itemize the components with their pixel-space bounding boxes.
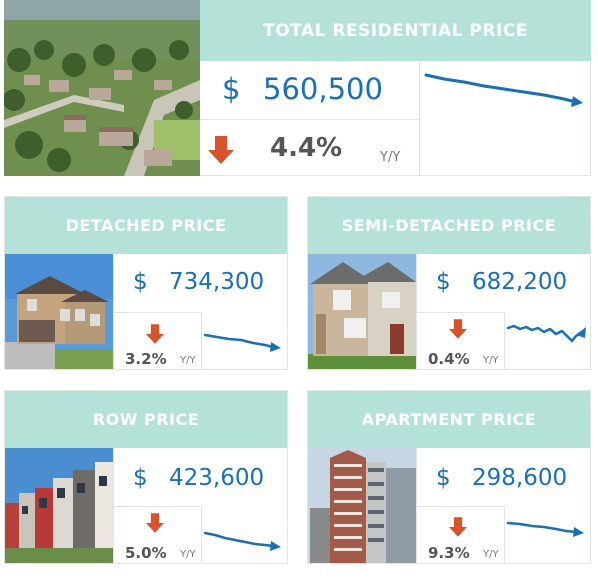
semi-detached-change-percent: 0.4%: [428, 350, 470, 368]
detached-price-value: 734,300: [169, 269, 265, 295]
total-currency: $: [222, 72, 241, 106]
apartment-currency: $: [436, 465, 451, 491]
total-price-value: 560,500: [263, 72, 383, 106]
semi-detached-down-arrow-icon: [449, 319, 467, 339]
semi-detached-trend-sparkline: [506, 324, 586, 343]
total-change-percent: 4.4%: [270, 133, 343, 163]
total-photo: [4, 0, 200, 176]
semi-detached-house-photo: [308, 254, 416, 369]
detached-title: DETACHED PRICE: [5, 197, 287, 254]
apartment-down-arrow-icon: [449, 517, 467, 537]
row-price-value: 423,600: [169, 465, 265, 491]
semi-detached-period: Y/Y: [483, 355, 499, 366]
row-card: ROW PRICE $ 423,600 5.0% Y/Y: [4, 390, 288, 564]
row-title: ROW PRICE: [5, 391, 287, 448]
detached-change-percent: 3.2%: [125, 350, 167, 368]
apartment-price-value: 298,600: [472, 465, 568, 491]
apartment-change-percent: 9.3%: [428, 544, 470, 562]
row-trend-sparkline: [203, 531, 281, 551]
apartment-card: APARTMENT PRICE $ 298,600 9.3%: [307, 390, 591, 564]
apartment-tower-photo: [308, 448, 416, 563]
total-period: Y/Y: [380, 150, 401, 165]
semi-detached-title: SEMI-DETACHED PRICE: [308, 197, 590, 254]
semi-detached-currency: $: [436, 269, 451, 295]
detached-house-photo: [5, 254, 113, 369]
apartment-trend-sparkline: [506, 521, 584, 537]
apartment-period: Y/Y: [483, 549, 499, 560]
total-title: TOTAL RESIDENTIAL PRICE: [200, 0, 591, 61]
apartment-title: APARTMENT PRICE: [308, 391, 590, 448]
row-change-percent: 5.0%: [125, 544, 167, 562]
total-price-card: TOTAL RESIDENTIAL PRICE $ 560,500 4.4% Y…: [200, 0, 591, 176]
row-down-arrow-icon: [146, 513, 164, 533]
detached-period: Y/Y: [180, 355, 196, 366]
row-period: Y/Y: [180, 549, 196, 560]
detached-currency: $: [133, 269, 148, 295]
detached-trend-sparkline: [203, 333, 281, 352]
total-trend-sparkline: [424, 73, 583, 107]
detached-down-arrow-icon: [146, 324, 164, 344]
total-down-arrow-icon: [208, 136, 234, 164]
semi-detached-card: SEMI-DETACHED PRICE $ 682,200 0.4% Y/Y: [307, 196, 591, 370]
semi-detached-price-value: 682,200: [472, 269, 568, 295]
row-currency: $: [133, 465, 148, 491]
row-houses-photo: [5, 448, 113, 563]
detached-card: DETACHED PRICE $ 734,300 3.2% Y/Y: [4, 196, 288, 370]
